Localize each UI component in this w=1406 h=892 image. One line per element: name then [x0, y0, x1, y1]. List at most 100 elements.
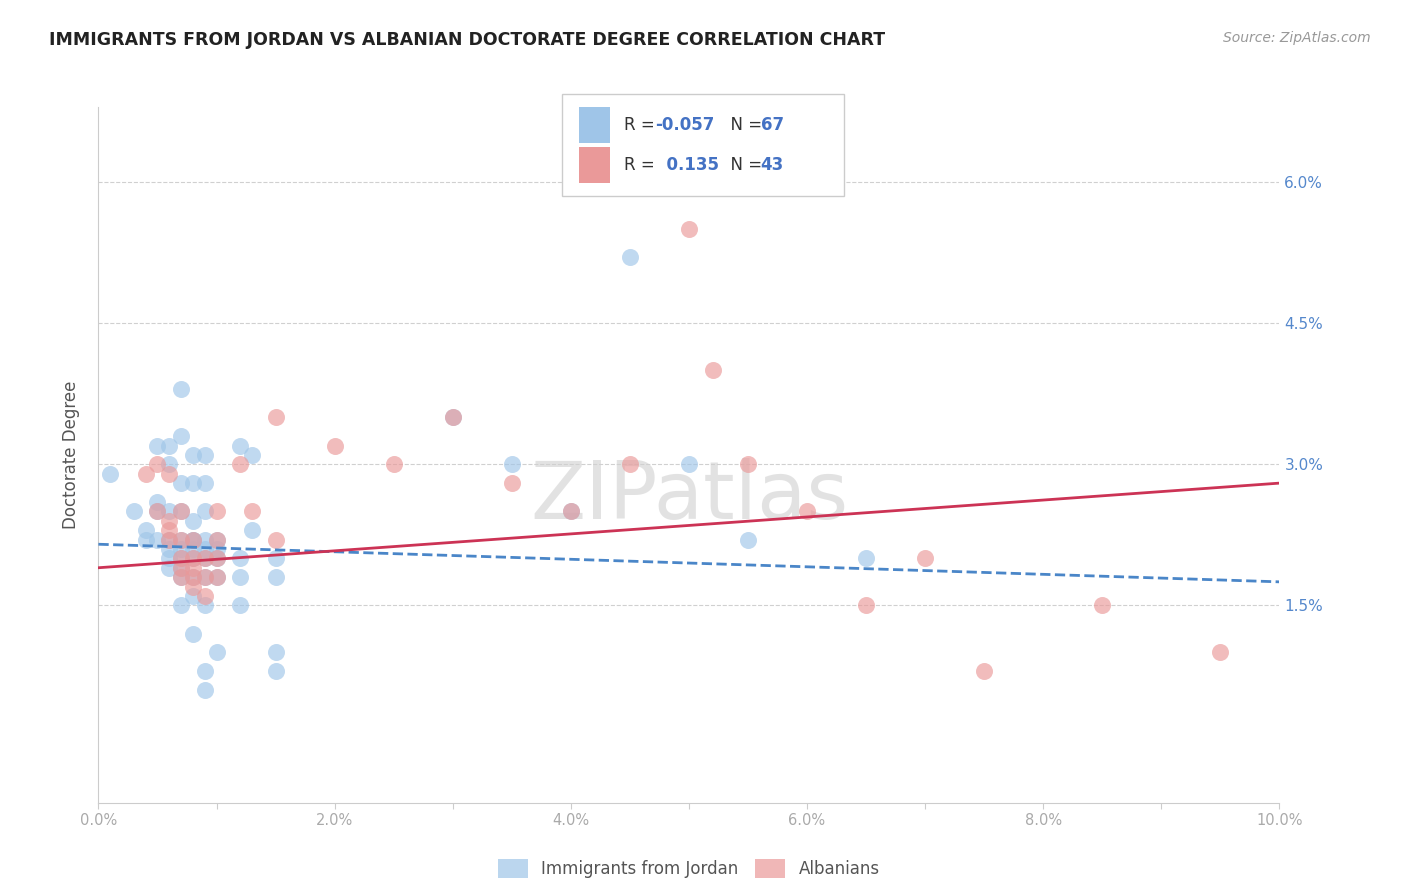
Point [205, 570, 228, 584]
Point [973, 664, 995, 678]
Point [205, 541, 228, 556]
Point [157, 533, 180, 547]
Point [157, 551, 180, 566]
Point [146, 495, 169, 509]
Point [560, 504, 582, 518]
Point [205, 504, 228, 518]
Point [146, 533, 169, 547]
Point [194, 551, 217, 566]
Text: 67: 67 [761, 116, 783, 134]
Text: 0.135: 0.135 [655, 156, 720, 174]
Text: R =: R = [624, 116, 661, 134]
Point [205, 533, 228, 547]
Point [157, 523, 180, 537]
Point [122, 504, 145, 518]
Point [157, 458, 180, 472]
Point [194, 570, 217, 584]
Point [181, 533, 204, 547]
Point [194, 664, 217, 678]
Point [181, 533, 204, 547]
Point [1091, 599, 1114, 613]
Point [264, 645, 287, 659]
Point [619, 458, 641, 472]
Point [135, 523, 157, 537]
Point [146, 504, 169, 518]
Point [170, 570, 193, 584]
Point [146, 504, 169, 518]
Point [240, 523, 263, 537]
Point [146, 458, 169, 472]
Point [157, 541, 180, 556]
Point [181, 514, 204, 528]
Text: R =: R = [624, 156, 661, 174]
Point [170, 551, 193, 566]
Point [855, 551, 877, 566]
Point [98, 467, 121, 481]
Point [382, 458, 405, 472]
Point [229, 438, 252, 452]
Text: 43: 43 [761, 156, 785, 174]
Point [181, 551, 204, 566]
Point [264, 533, 287, 547]
Point [1209, 645, 1232, 659]
Point [181, 560, 204, 574]
Point [194, 476, 217, 491]
Point [737, 533, 759, 547]
Point [205, 645, 228, 659]
Point [194, 504, 217, 518]
Point [194, 589, 217, 603]
Point [157, 514, 180, 528]
Point [560, 504, 582, 518]
Point [181, 476, 204, 491]
Point [170, 560, 193, 574]
Point [181, 533, 204, 547]
Point [702, 363, 724, 377]
Point [737, 458, 759, 472]
Point [194, 570, 217, 584]
Point [181, 580, 204, 594]
Point [678, 458, 700, 472]
Point [170, 533, 193, 547]
Point [205, 533, 228, 547]
Point [194, 541, 217, 556]
Point [619, 251, 641, 265]
Text: -0.057: -0.057 [655, 116, 714, 134]
Point [170, 476, 193, 491]
Point [229, 551, 252, 566]
Point [264, 664, 287, 678]
Point [914, 551, 936, 566]
Point [135, 467, 157, 481]
Point [441, 410, 464, 425]
Point [181, 570, 204, 584]
Point [135, 533, 157, 547]
Text: N =: N = [720, 156, 768, 174]
Point [240, 448, 263, 462]
Point [181, 626, 204, 640]
Point [240, 504, 263, 518]
Point [170, 551, 193, 566]
Text: N =: N = [720, 116, 768, 134]
Point [170, 560, 193, 574]
Point [170, 599, 193, 613]
Point [205, 551, 228, 566]
Point [264, 410, 287, 425]
Point [170, 570, 193, 584]
Legend: Immigrants from Jordan, Albanians: Immigrants from Jordan, Albanians [492, 853, 886, 885]
Point [181, 551, 204, 566]
Point [194, 599, 217, 613]
Point [194, 551, 217, 566]
Point [170, 429, 193, 443]
Point [796, 504, 818, 518]
Point [181, 589, 204, 603]
Point [157, 438, 180, 452]
Point [264, 551, 287, 566]
Point [157, 467, 180, 481]
Text: ZIPatlas: ZIPatlas [530, 458, 848, 536]
Point [264, 570, 287, 584]
Point [501, 476, 523, 491]
Point [441, 410, 464, 425]
Point [229, 570, 252, 584]
Point [229, 458, 252, 472]
Point [323, 438, 346, 452]
Point [194, 683, 217, 698]
